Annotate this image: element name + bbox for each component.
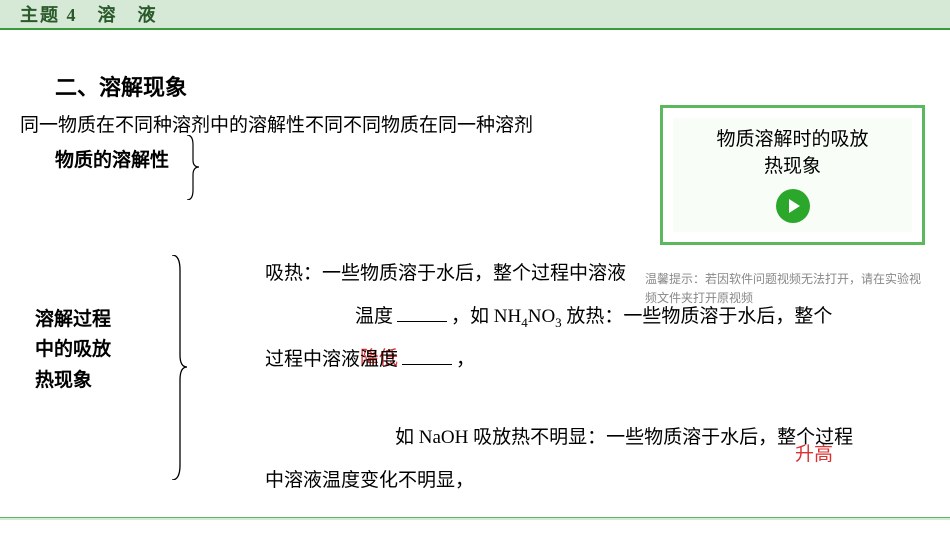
video-title-line2: 热现象 — [764, 156, 821, 177]
process-line-2: 温度，如 NH4NO3 放热：一些物质溶于水后，整个 降低 — [265, 298, 950, 336]
text4: 如 NaOH 吸放热不明显：一些物质溶于水后，整个过程 — [395, 427, 853, 448]
process-label-1: 溶解过程 — [35, 309, 111, 330]
text3-p2: ， — [456, 349, 475, 370]
process-section: 溶解过程 中的吸放 热现象 吸热：一些物质溶于水后，整个过程中溶液 温度，如 N… — [35, 255, 950, 505]
play-button[interactable] — [776, 189, 810, 223]
header-title: 主题 4 溶 液 — [20, 1, 158, 27]
video-inner: 物质溶解时的吸放 热现象 — [673, 118, 912, 232]
page-header: 主题 4 溶 液 — [0, 0, 950, 30]
text2-p1: 温度 — [355, 306, 393, 327]
blank-2 — [402, 346, 452, 365]
process-label: 溶解过程 中的吸放 热现象 — [35, 305, 135, 505]
video-box: 物质溶解时的吸放 热现象 — [660, 105, 925, 245]
text2-p2: ，如 NH — [451, 306, 521, 327]
process-line-4: 如 NaOH 吸放热不明显：一些物质溶于水后，整个过程 — [265, 419, 950, 457]
play-icon — [789, 199, 800, 213]
content-area: 二、溶解现象 同一物质在不同种溶剂中的溶解性不同不同物质在同一种溶剂 物质的溶解… — [0, 30, 950, 192]
text5: 中溶液温度变化不明显， — [265, 470, 474, 491]
process-line-5: 中溶液温度变化不明显， — [265, 462, 950, 500]
process-label-2: 中的吸放 — [35, 339, 111, 360]
blank-1 — [397, 303, 447, 322]
bracket-large-icon — [170, 255, 188, 480]
section-title: 二、溶解现象 — [55, 70, 930, 102]
text2-p4: 放热：一些物质溶于水后，整个 — [562, 306, 833, 327]
text3-p1: 过程中溶液温度 — [265, 349, 398, 370]
text2-p3: NO — [528, 306, 555, 327]
footer-line — [0, 517, 950, 520]
bracket-small-icon — [185, 135, 200, 200]
video-title-line1: 物质溶解时的吸放 — [716, 129, 868, 150]
process-label-3: 热现象 — [35, 370, 92, 391]
process-line-1: 吸热：一些物质溶于水后，整个过程中溶液 — [265, 255, 950, 293]
solubility-label: 物质的溶解性 — [55, 145, 169, 172]
process-content: 吸热：一些物质溶于水后，整个过程中溶液 温度，如 NH4NO3 放热：一些物质溶… — [265, 255, 950, 505]
process-line-3: 过程中溶液温度， 升高 — [265, 341, 950, 379]
video-title: 物质溶解时的吸放 热现象 — [716, 127, 868, 180]
text1: 吸热：一些物质溶于水后，整个过程中溶液 — [265, 263, 626, 284]
